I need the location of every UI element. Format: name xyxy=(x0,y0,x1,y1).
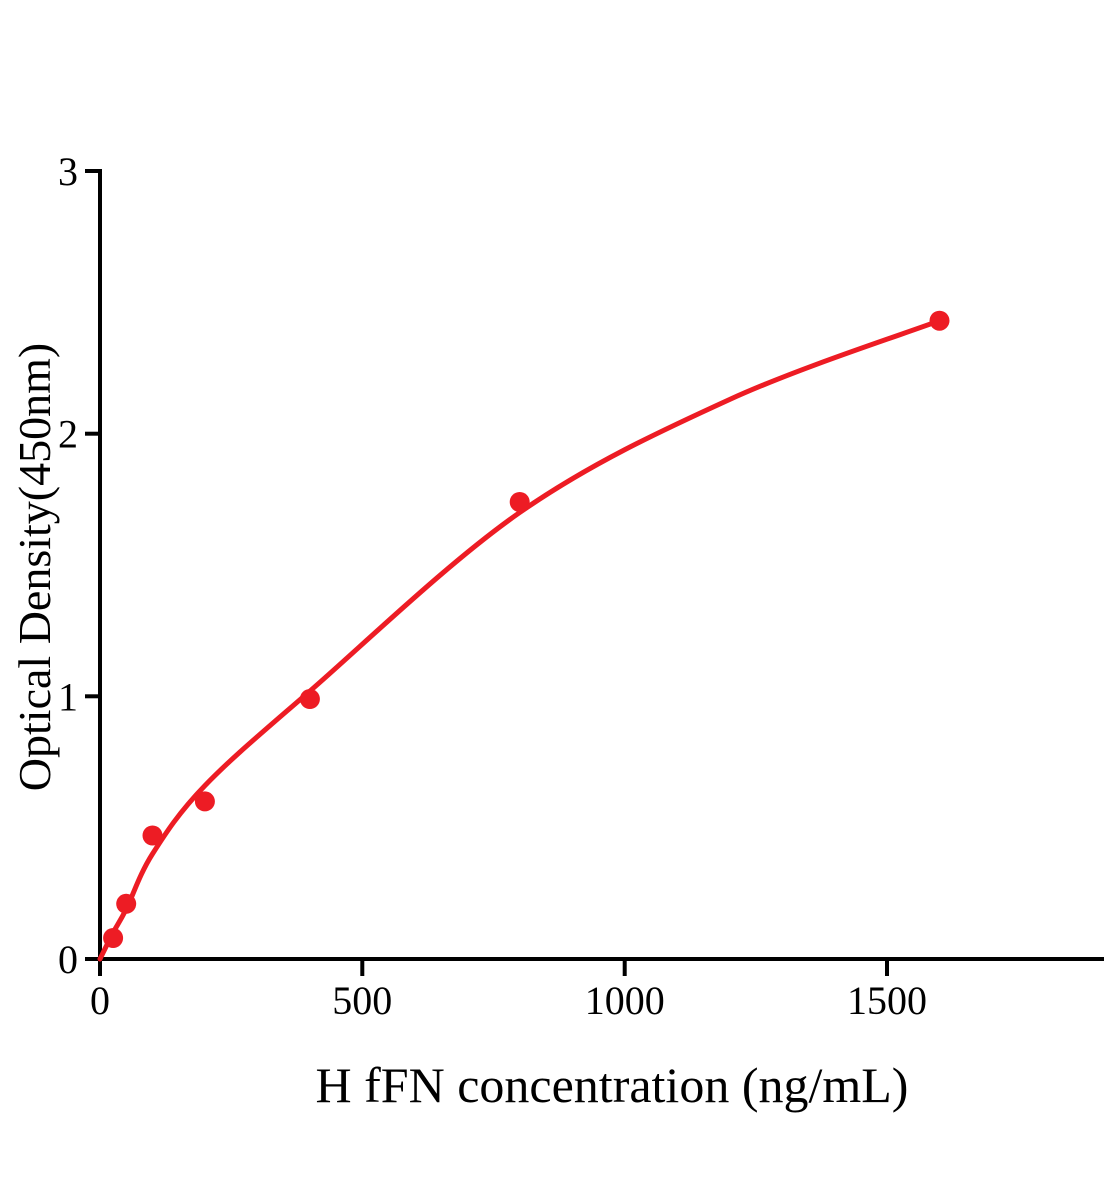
data-point xyxy=(929,310,950,331)
x-tick-label: 1000 xyxy=(585,978,665,1023)
data-point xyxy=(142,825,163,846)
x-tick-label: 0 xyxy=(90,978,110,1023)
data-point xyxy=(194,791,215,812)
data-point xyxy=(299,689,320,709)
fit-curve xyxy=(97,318,942,962)
data-point xyxy=(116,893,137,914)
data-point xyxy=(103,928,124,948)
y-tick-label: 1 xyxy=(58,674,78,719)
y-tick-label: 2 xyxy=(58,412,78,457)
data-point xyxy=(509,492,530,512)
y-tick-label: 0 xyxy=(58,937,78,982)
x-tick-label: 500 xyxy=(332,978,392,1023)
y-tick-label: 3 xyxy=(58,149,78,194)
plot-area: 0 500 1000 1500 0 1 2 3 xyxy=(58,149,1104,1023)
x-tick-label: 1500 xyxy=(847,978,927,1023)
x-axis-title: H fFN concentration (ng/mL) xyxy=(316,1057,909,1113)
y-axis-title: Optical Density(450nm) xyxy=(9,343,60,791)
